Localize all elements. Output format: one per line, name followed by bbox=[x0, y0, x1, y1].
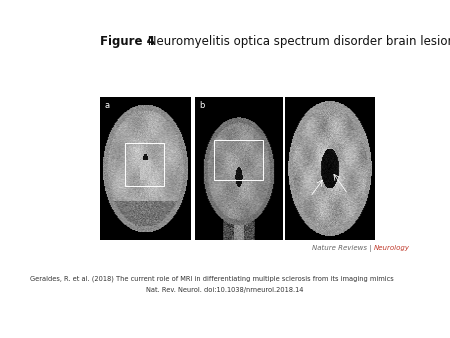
Text: Nat. Rev. Neurol. doi:10.1038/nrneurol.2018.14: Nat. Rev. Neurol. doi:10.1038/nrneurol.2… bbox=[146, 287, 304, 293]
Bar bbox=[126, 143, 164, 186]
Text: b: b bbox=[199, 101, 205, 110]
Text: Figure 4: Figure 4 bbox=[100, 35, 155, 48]
Text: Nature Reviews |: Nature Reviews | bbox=[312, 245, 374, 252]
Text: Neurology: Neurology bbox=[374, 245, 410, 251]
Bar bbox=[214, 140, 263, 180]
Text: a: a bbox=[104, 101, 110, 110]
Text: Geraldes, R. et al. (2018) The current role of MRI in differentiating multiple s: Geraldes, R. et al. (2018) The current r… bbox=[30, 275, 394, 282]
Text: Neuromyelitis optica spectrum disorder brain lesions: Neuromyelitis optica spectrum disorder b… bbox=[144, 35, 450, 48]
